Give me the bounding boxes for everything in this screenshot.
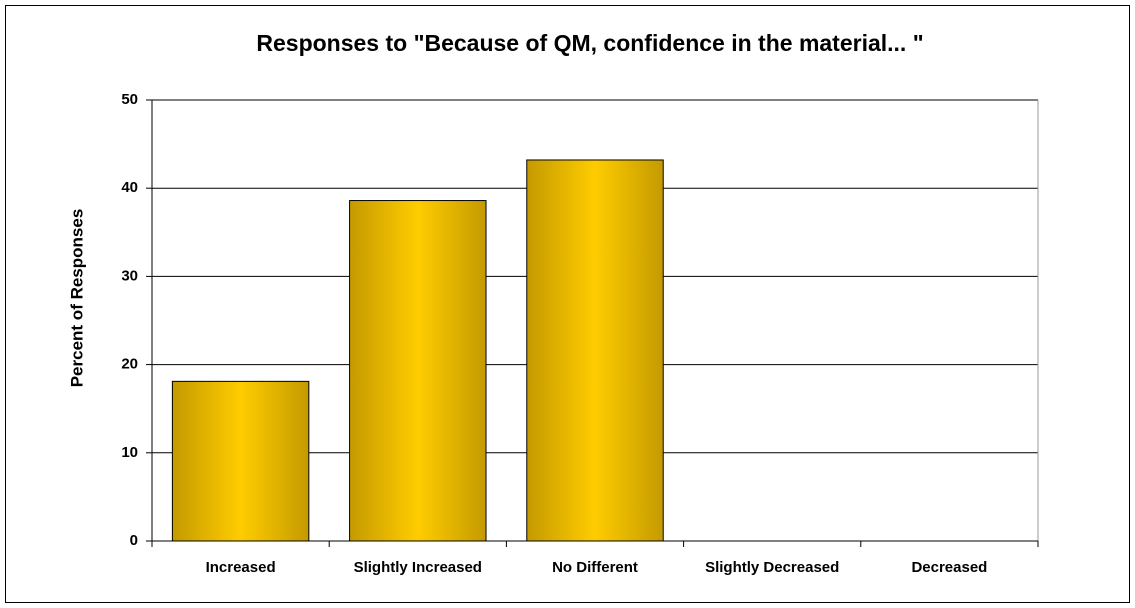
x-tick-label: Slightly Increased [354,559,482,576]
bar [171,380,310,542]
chart-title: Responses to "Because of QM, confidence … [256,30,923,56]
x-tick-label: No Different [552,559,638,576]
y-tick-label: 10 [121,444,138,461]
y-tick-label: 40 [121,179,138,196]
y-tick-label: 0 [130,532,138,549]
bar [526,159,664,542]
y-tick-label: 50 [121,91,138,108]
x-tick-label: Slightly Decreased [705,559,839,576]
y-tick-label: 30 [121,267,138,284]
bar [349,200,487,542]
x-tick-label: Decreased [911,559,987,576]
x-tick-label: Increased [206,559,276,576]
y-tick-label: 20 [121,356,138,373]
y-axis-label: Percent of Responses [67,209,86,388]
